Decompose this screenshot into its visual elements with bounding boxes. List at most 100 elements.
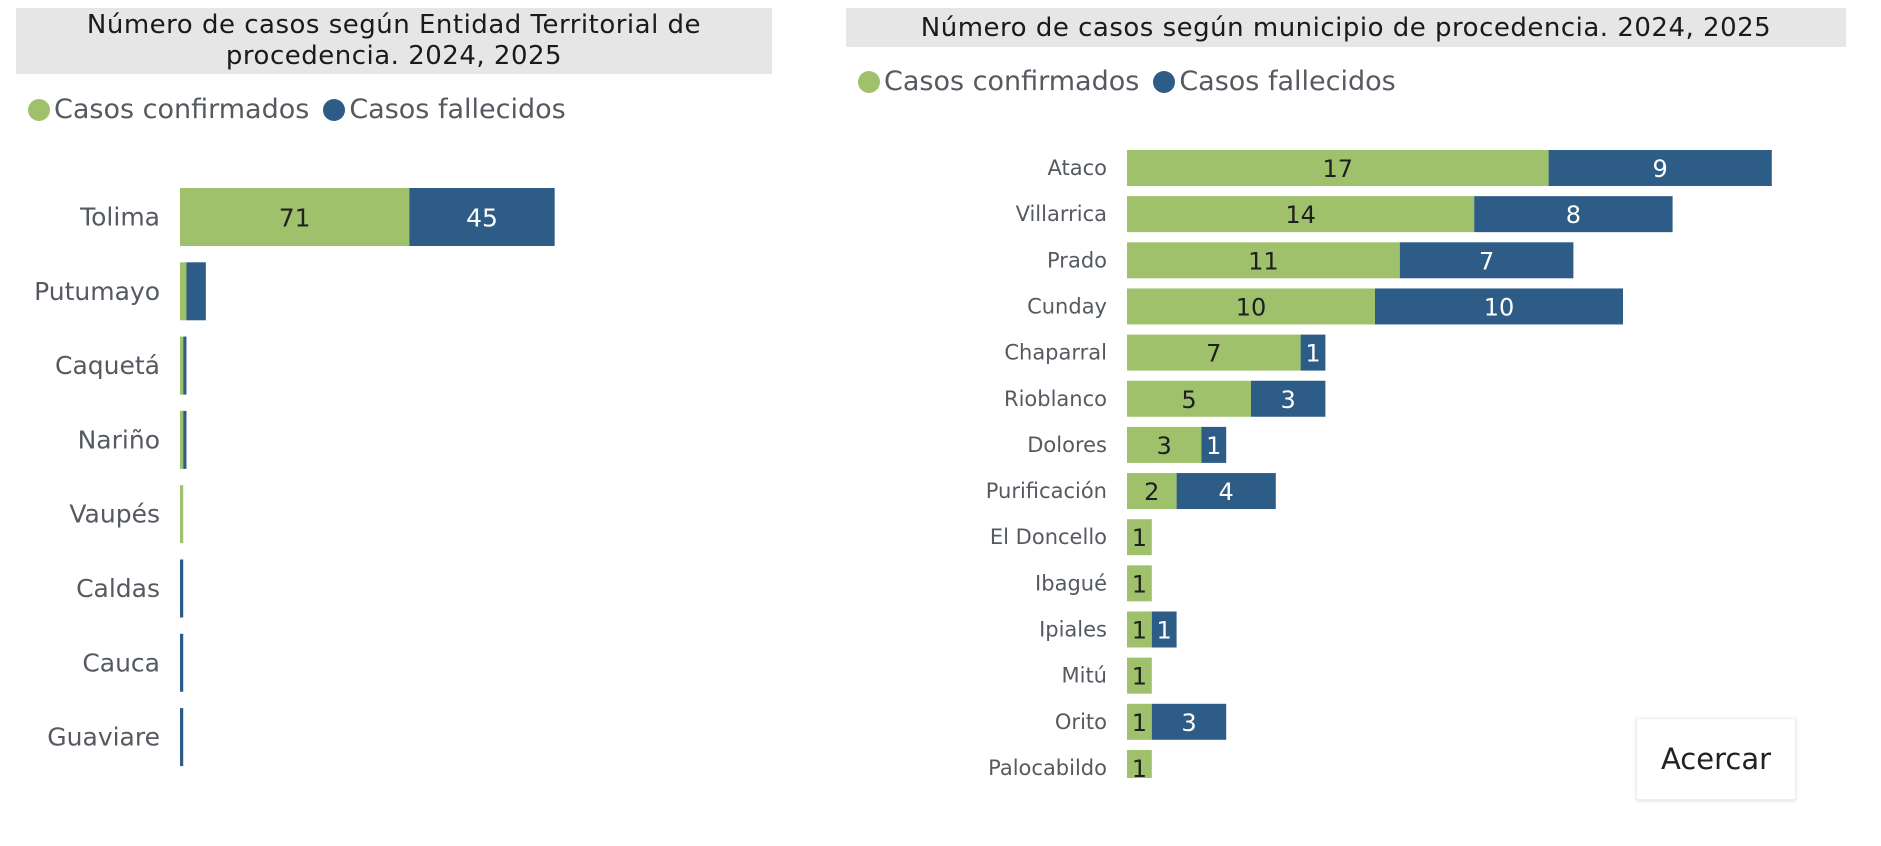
- data-label: 7: [1206, 340, 1221, 368]
- category-label: Rioblanco: [1004, 387, 1107, 411]
- data-label: 3: [1157, 432, 1172, 460]
- bar-segment-deceased: [186, 262, 206, 321]
- category-label: Tolima: [79, 203, 160, 232]
- data-label: 4: [1219, 478, 1234, 506]
- data-label: 1: [1132, 709, 1147, 737]
- data-label: 1: [1132, 755, 1147, 783]
- data-label: 11: [1248, 247, 1279, 275]
- zoom-in-button[interactable]: Acercar: [1636, 718, 1796, 800]
- bar-segment-confirmed: [1127, 703, 1152, 740]
- bar-segment-deceased: [1151, 611, 1177, 648]
- data-label: 9: [1653, 155, 1668, 183]
- bar-segment-deceased: [1399, 242, 1574, 279]
- legend-label-confirmed: Casos confirmados: [884, 66, 1140, 97]
- bar-segment-confirmed: [1127, 288, 1375, 325]
- bar-segment-confirmed: [1127, 519, 1152, 556]
- category-label: Cunday: [1027, 294, 1107, 318]
- bar-segment-confirmed: [1127, 196, 1475, 233]
- legend-item-confirmed[interactable]: Casos confirmados: [858, 66, 1139, 97]
- data-label: 14: [1285, 201, 1316, 229]
- category-label: Dolores: [1027, 433, 1107, 457]
- bar-segment-confirmed: [1127, 242, 1400, 279]
- left-chart-legend: Casos confirmados Casos fallecidos: [28, 94, 580, 125]
- category-label: Palocabildo: [988, 756, 1107, 780]
- legend-dot-confirmed-icon: [858, 70, 880, 93]
- category-label: Ibagué: [1035, 571, 1107, 595]
- data-label: 8: [1566, 201, 1581, 229]
- bar-segment-confirmed: [180, 336, 184, 395]
- data-label: 17: [1323, 155, 1354, 183]
- bar-segment-deceased: [1201, 426, 1227, 463]
- bar-segment-confirmed: [1127, 150, 1549, 186]
- category-label: Vaupés: [69, 500, 160, 529]
- category-label: Caquetá: [55, 351, 160, 380]
- bar-segment-confirmed: [1127, 565, 1152, 602]
- data-label: 1: [1132, 663, 1147, 691]
- legend-label-confirmed: Casos confirmados: [54, 94, 310, 125]
- bar-segment-deceased: [183, 410, 187, 469]
- bar-segment-deceased: [183, 336, 187, 395]
- category-label: Cauca: [82, 648, 160, 677]
- data-label: 5: [1181, 386, 1196, 414]
- bar-segment-confirmed: [180, 188, 410, 246]
- category-label: Orito: [1055, 710, 1107, 734]
- legend-dot-deceased-icon: [1153, 70, 1176, 93]
- data-label: 2: [1144, 478, 1159, 506]
- bar-segment-confirmed: [1127, 380, 1251, 417]
- data-label: 1: [1132, 524, 1147, 552]
- category-label: Guaviare: [47, 723, 160, 752]
- data-label: 10: [1236, 293, 1267, 321]
- category-label: Nariño: [78, 425, 160, 454]
- bar-segment-confirmed: [180, 485, 184, 544]
- bar-segment-confirmed: [1127, 473, 1177, 510]
- left-chart-panel: Número de casos según Entidad Territoria…: [16, 8, 772, 788]
- bar-segment-deceased: [180, 633, 184, 692]
- category-label: Caldas: [76, 574, 160, 603]
- bar-segment-confirmed: [1127, 657, 1152, 694]
- data-label: 1: [1305, 340, 1320, 368]
- bar-segment-deceased: [1474, 196, 1673, 233]
- legend-label-deceased: Casos fallecidos: [1179, 66, 1396, 97]
- bar-segment-deceased: [180, 708, 184, 767]
- bar-segment-confirmed: [1127, 334, 1301, 371]
- data-label: 1: [1206, 432, 1221, 460]
- bar-segment-confirmed: [180, 410, 184, 469]
- category-label: Putumayo: [34, 277, 160, 306]
- right-chart-panel: Número de casos según municipio de proce…: [846, 8, 1846, 778]
- category-label: Prado: [1047, 248, 1107, 272]
- data-label: 7: [1479, 247, 1494, 275]
- left-chart-title-line-1: Número de casos según Entidad Territoria…: [86, 10, 702, 40]
- category-label: Ataco: [1048, 156, 1108, 180]
- right-chart-legend: Casos confirmados Casos fallecidos: [858, 66, 1410, 97]
- bar-segment-deceased: [180, 559, 184, 618]
- bar-segment-deceased: [1176, 473, 1276, 510]
- bar-segment-confirmed: [1127, 426, 1202, 463]
- bar-segment-deceased: [1151, 703, 1227, 740]
- data-label: 3: [1181, 709, 1196, 737]
- category-label: Purificación: [986, 479, 1107, 503]
- category-label: Villarrica: [1016, 202, 1107, 226]
- legend-item-deceased[interactable]: Casos fallecidos: [1153, 66, 1396, 97]
- bar-segment-deceased: [1375, 288, 1623, 325]
- bar-segment-deceased: [1300, 334, 1326, 371]
- data-label: 71: [279, 204, 311, 233]
- data-label: 1: [1132, 617, 1147, 645]
- category-label: Chaparral: [1004, 341, 1107, 365]
- data-label: 1: [1157, 617, 1172, 645]
- left-chart-title-line-2: procedencia. 2024, 2025: [225, 41, 563, 71]
- legend-dot-confirmed-icon: [28, 98, 50, 121]
- left-chart-title: Número de casos según Entidad Territoria…: [16, 8, 772, 74]
- bar-segment-deceased: [409, 188, 555, 246]
- category-label: Mitú: [1062, 664, 1108, 688]
- bar-segment-deceased: [1548, 150, 1772, 186]
- legend-item-deceased[interactable]: Casos fallecidos: [323, 94, 566, 125]
- data-label: 3: [1281, 386, 1296, 414]
- legend-item-confirmed[interactable]: Casos confirmados: [28, 94, 309, 125]
- bar-segment-confirmed: [1127, 611, 1152, 648]
- data-label: 45: [466, 204, 498, 233]
- bar-segment-deceased: [1251, 380, 1326, 417]
- legend-dot-deceased-icon: [323, 98, 346, 121]
- category-label: Ipiales: [1039, 618, 1107, 642]
- category-label: El Doncello: [990, 525, 1107, 549]
